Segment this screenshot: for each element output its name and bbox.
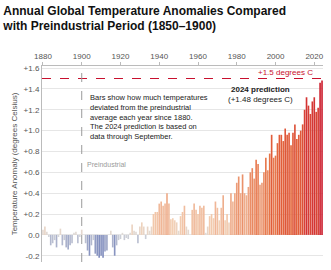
svg-text:+1.6: +1.6 xyxy=(24,64,40,73)
svg-text:+0.8: +0.8 xyxy=(24,147,40,156)
svg-text:0.0: 0.0 xyxy=(28,231,40,240)
svg-text:+0.4: +0.4 xyxy=(24,189,40,198)
svg-text:+1.2: +1.2 xyxy=(24,106,40,115)
svg-text:1940: 1940 xyxy=(150,52,168,61)
svg-text:Bars show how much temperature: Bars show how much temperaturesdeviated … xyxy=(90,93,208,141)
svg-text:-0.2: -0.2 xyxy=(26,252,40,261)
svg-text:1980: 1980 xyxy=(228,52,246,61)
svg-text:2020: 2020 xyxy=(305,52,323,61)
svg-text:1960: 1960 xyxy=(189,52,207,61)
svg-text:+0.6: +0.6 xyxy=(24,168,40,177)
svg-text:Annual Global Temperature Anom: Annual Global Temperature Anomalies Comp… xyxy=(2,4,286,34)
svg-text:2000: 2000 xyxy=(267,52,285,61)
svg-text:1900: 1900 xyxy=(73,52,91,61)
svg-text:Temperature Anomaly (degrees C: Temperature Anomaly (degrees Celsius) xyxy=(10,92,19,235)
svg-text:Preindustrial: Preindustrial xyxy=(87,161,126,168)
svg-text:1880: 1880 xyxy=(34,52,52,61)
svg-text:2024 prediction(+1.48 degrees: 2024 prediction(+1.48 degrees C) xyxy=(228,85,293,104)
svg-text:1920: 1920 xyxy=(112,52,130,61)
svg-text:+1.5 degrees C: +1.5 degrees C xyxy=(258,68,313,77)
svg-text:+1.0: +1.0 xyxy=(24,126,40,135)
svg-text:+1.4: +1.4 xyxy=(24,85,40,94)
svg-text:+0.2: +0.2 xyxy=(24,210,40,219)
